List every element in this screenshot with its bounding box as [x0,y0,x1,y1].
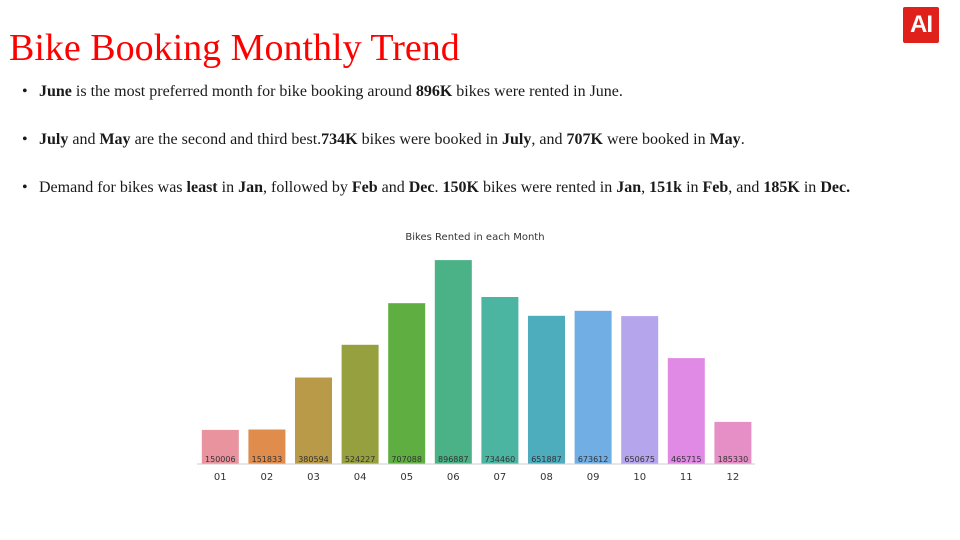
bold-run: 896K [415,83,453,100]
brand-logo: AI [903,7,939,43]
text-run: . [434,179,443,196]
x-tick-label-02: 02 [261,472,274,483]
text-run: and [68,131,100,148]
text-run: in [682,179,703,196]
bar-03 [295,377,332,464]
bullet-text: July and May are the second and third be… [39,131,745,148]
x-tick-label-10: 10 [633,472,646,483]
bold-run: June [39,83,72,100]
bullet-least-demand: • Demand for bikes was least in Jan, foll… [22,178,850,198]
data-label-03: 380594 [298,455,329,464]
bold-run: least [186,179,218,196]
x-tick-label-08: 08 [540,472,553,483]
bold-run: 734K [321,131,358,148]
bar-06 [434,260,472,464]
bold-run: May [709,131,741,148]
data-label-10: 650675 [624,455,655,464]
bold-run: 707K [566,131,603,148]
x-tick-label-04: 04 [354,472,367,483]
bullet-marker: • [22,179,28,196]
bold-run: 185K [763,179,800,196]
text-run: , and [531,131,567,148]
bar-08 [528,315,565,464]
data-label-08: 651887 [531,455,562,464]
bullet-july-may: • July and May are the second and third b… [22,130,745,150]
text-run: in [799,179,821,196]
chart-title: Bikes Rented in each Month [405,232,544,243]
text-run: . [740,131,745,148]
slide-title: Bike Booking Monthly Trend [9,27,460,69]
bullet-june: • June is the most preferred month for bi… [22,82,623,102]
bold-run: 151k [649,179,683,196]
x-tick-label-07: 07 [494,472,507,483]
bold-run: Dec. [820,179,851,196]
bullet-marker: • [22,83,28,100]
data-label-06: 896887 [438,455,469,464]
bold-run: 150K [442,179,479,196]
bars-group: 150006 151833 380594 524227 707088 896887 7344… [201,260,752,464]
bar-05 [388,303,426,464]
bullet-marker: • [22,131,28,148]
text-run: Demand for bikes was [39,179,187,196]
data-label-09: 673612 [578,455,609,464]
bar-04 [341,344,379,464]
text-run: , [641,179,650,196]
bold-run: Feb [351,179,378,196]
x-tick-label-11: 11 [680,472,693,483]
bar-10 [621,316,659,464]
x-tick-label-12: 12 [727,472,740,483]
text-run: were booked in [602,131,710,148]
data-label-07: 734460 [485,455,516,464]
bar-11 [667,358,705,464]
x-tick-label-03: 03 [307,472,320,483]
data-label-04: 524227 [345,455,376,464]
data-label-11: 465715 [671,455,702,464]
bar-02 [248,429,286,464]
text-run: bikes were rented in [478,179,617,196]
bold-run: July [39,131,69,148]
x-tick-label-05: 05 [400,472,413,483]
text-run: , and [728,179,764,196]
bar-01 [201,429,239,464]
x-ticks-group: 01 02 03 04 05 06 07 08 09 10 11 12 [214,472,739,483]
bar-09 [574,310,612,464]
bar-07 [481,297,519,464]
text-run: are the second and third best. [130,131,322,148]
bold-run: Feb [702,179,729,196]
bold-run: Jan [238,179,263,196]
data-label-01: 150006 [205,455,236,464]
text-run: bikes were rented in June. [452,83,623,100]
x-tick-label-09: 09 [587,472,600,483]
text-run: and [377,179,409,196]
data-label-12: 185330 [718,455,749,464]
text-run: , followed by [262,179,352,196]
bullet-text: June is the most preferred month for bik… [39,83,623,100]
x-tick-label-01: 01 [214,472,227,483]
data-label-05: 707088 [391,455,422,464]
bullet-text: Demand for bikes was least in Jan, follo… [39,179,850,196]
bold-run: July [502,131,532,148]
bold-run: May [99,131,131,148]
bold-run: Dec [408,179,435,196]
data-label-02: 151833 [252,455,283,464]
text-run: bikes were booked in [357,131,503,148]
x-tick-label-06: 06 [447,472,460,483]
text-run: in [217,179,239,196]
text-run: is the most preferred month for bike boo… [71,83,416,100]
bar-12 [714,421,752,464]
bold-run: Jan [616,179,642,196]
